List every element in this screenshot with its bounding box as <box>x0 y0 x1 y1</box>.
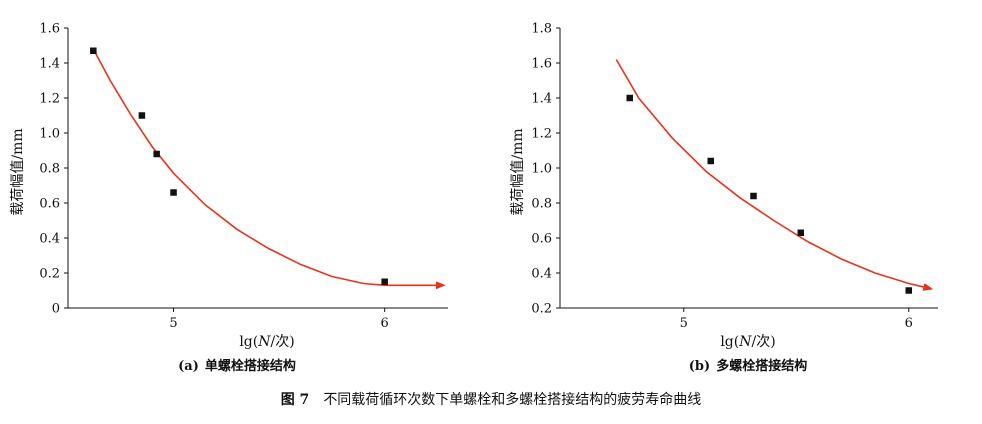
y-tick-label-a: 0.2 <box>39 267 60 282</box>
data-point-a <box>381 278 388 285</box>
y-axis-label-a: 载荷幅值/mm <box>10 128 26 215</box>
chart-panel-b: 0.2 0.4 0.6 0.8 1.0 1.2 1.4 1.6 1.8 5 6 载荷幅值/mm lg… <box>510 22 938 374</box>
data-point-a <box>153 150 160 158</box>
data-point-b <box>750 192 757 200</box>
data-point-b <box>905 287 912 294</box>
y-tick-label-a: 1.4 <box>39 57 60 72</box>
y-tick-label-b: 1.6 <box>531 57 552 72</box>
plot-layer-a: 0 0.2 0.4 0.6 0.8 1.0 1.2 1.4 1.6 5 6 <box>39 22 448 331</box>
y-tick-label-a: 1.2 <box>39 92 60 107</box>
chart-panel-a: 0 0.2 0.4 0.6 0.8 1.0 1.2 1.4 1.6 5 6 载荷幅值/mm lg(N… <box>10 22 448 374</box>
y-tick-label-a: 0.6 <box>39 197 60 212</box>
y-tick-label-b: 0.6 <box>531 232 552 247</box>
x-tick-label-a: 6 <box>381 316 389 331</box>
x-tick-label-b: 5 <box>680 316 688 331</box>
y-tick-label-a: 1.6 <box>39 22 60 37</box>
x-axis-label-a: lg(N/次) <box>239 334 294 350</box>
y-tick-label-b: 1.2 <box>531 127 552 142</box>
subcaption-a: (a) 单螺栓搭接结构 <box>178 358 296 374</box>
fit-curve-a <box>92 48 446 290</box>
data-point-b <box>626 94 633 102</box>
y-tick-label-b: 1.4 <box>531 92 552 107</box>
y-tick-label-b: 0.8 <box>531 197 552 212</box>
y-tick-label-a: 1.0 <box>39 127 60 142</box>
x-tick-label-a: 5 <box>169 316 177 331</box>
y-tick-label-b: 1.8 <box>531 22 552 37</box>
y-tick-label-a: 0.8 <box>39 162 60 177</box>
y-tick-label-b: 0.2 <box>531 302 552 317</box>
y-tick-label-b: 1.0 <box>531 162 552 177</box>
data-point-b <box>707 157 714 165</box>
y-tick-label-a: 0.4 <box>39 232 60 247</box>
y-tick-label-b: 0.4 <box>531 267 552 282</box>
data-point-b <box>797 229 804 236</box>
x-tick-label-b: 6 <box>905 316 913 331</box>
subcaption-b: (b) 多螺栓搭接结构 <box>689 358 807 374</box>
plot-layer-b: 0.2 0.4 0.6 0.8 1.0 1.2 1.4 1.6 1.8 5 6 <box>531 22 938 331</box>
figure-caption: 图 7 不同载荷循环次数下单螺栓和多螺栓搭接结构的疲劳寿命曲线 <box>281 391 702 408</box>
y-tick-label-a: 0 <box>52 302 60 317</box>
x-axis-label-b: lg(N/次) <box>720 334 775 350</box>
fit-curve-b <box>615 59 934 291</box>
data-point-a <box>170 189 177 196</box>
y-axis-label-b: 载荷幅值/mm <box>510 128 526 215</box>
data-point-a <box>138 112 146 119</box>
data-point-a <box>90 47 97 54</box>
